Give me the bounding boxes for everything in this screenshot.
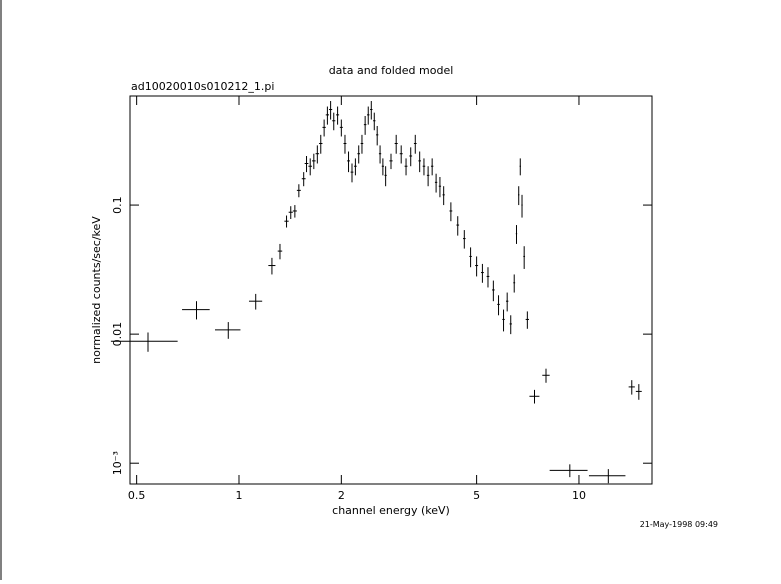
y-tick-label: 0.01: [111, 322, 124, 347]
x-axis-label: channel energy (keV): [332, 504, 450, 517]
x-tick-label: 0.5: [128, 489, 146, 502]
y-axis-label: normalized counts/sec/keV: [90, 216, 103, 364]
x-tick-label: 5: [473, 489, 480, 502]
x-tick-label: 1: [235, 489, 242, 502]
chart-subtitle: ad10020010s010212_1.pi: [131, 80, 274, 93]
x-tick-label: 2: [338, 489, 345, 502]
chart-title: data and folded model: [329, 64, 454, 77]
y-tick-label: 10⁻³: [111, 451, 124, 475]
plot-frame: [129, 95, 653, 485]
timestamp: 21-May-1998 09:49: [640, 520, 718, 529]
y-tick-label: 0.1: [111, 196, 124, 214]
x-tick-label: 10: [572, 489, 586, 502]
